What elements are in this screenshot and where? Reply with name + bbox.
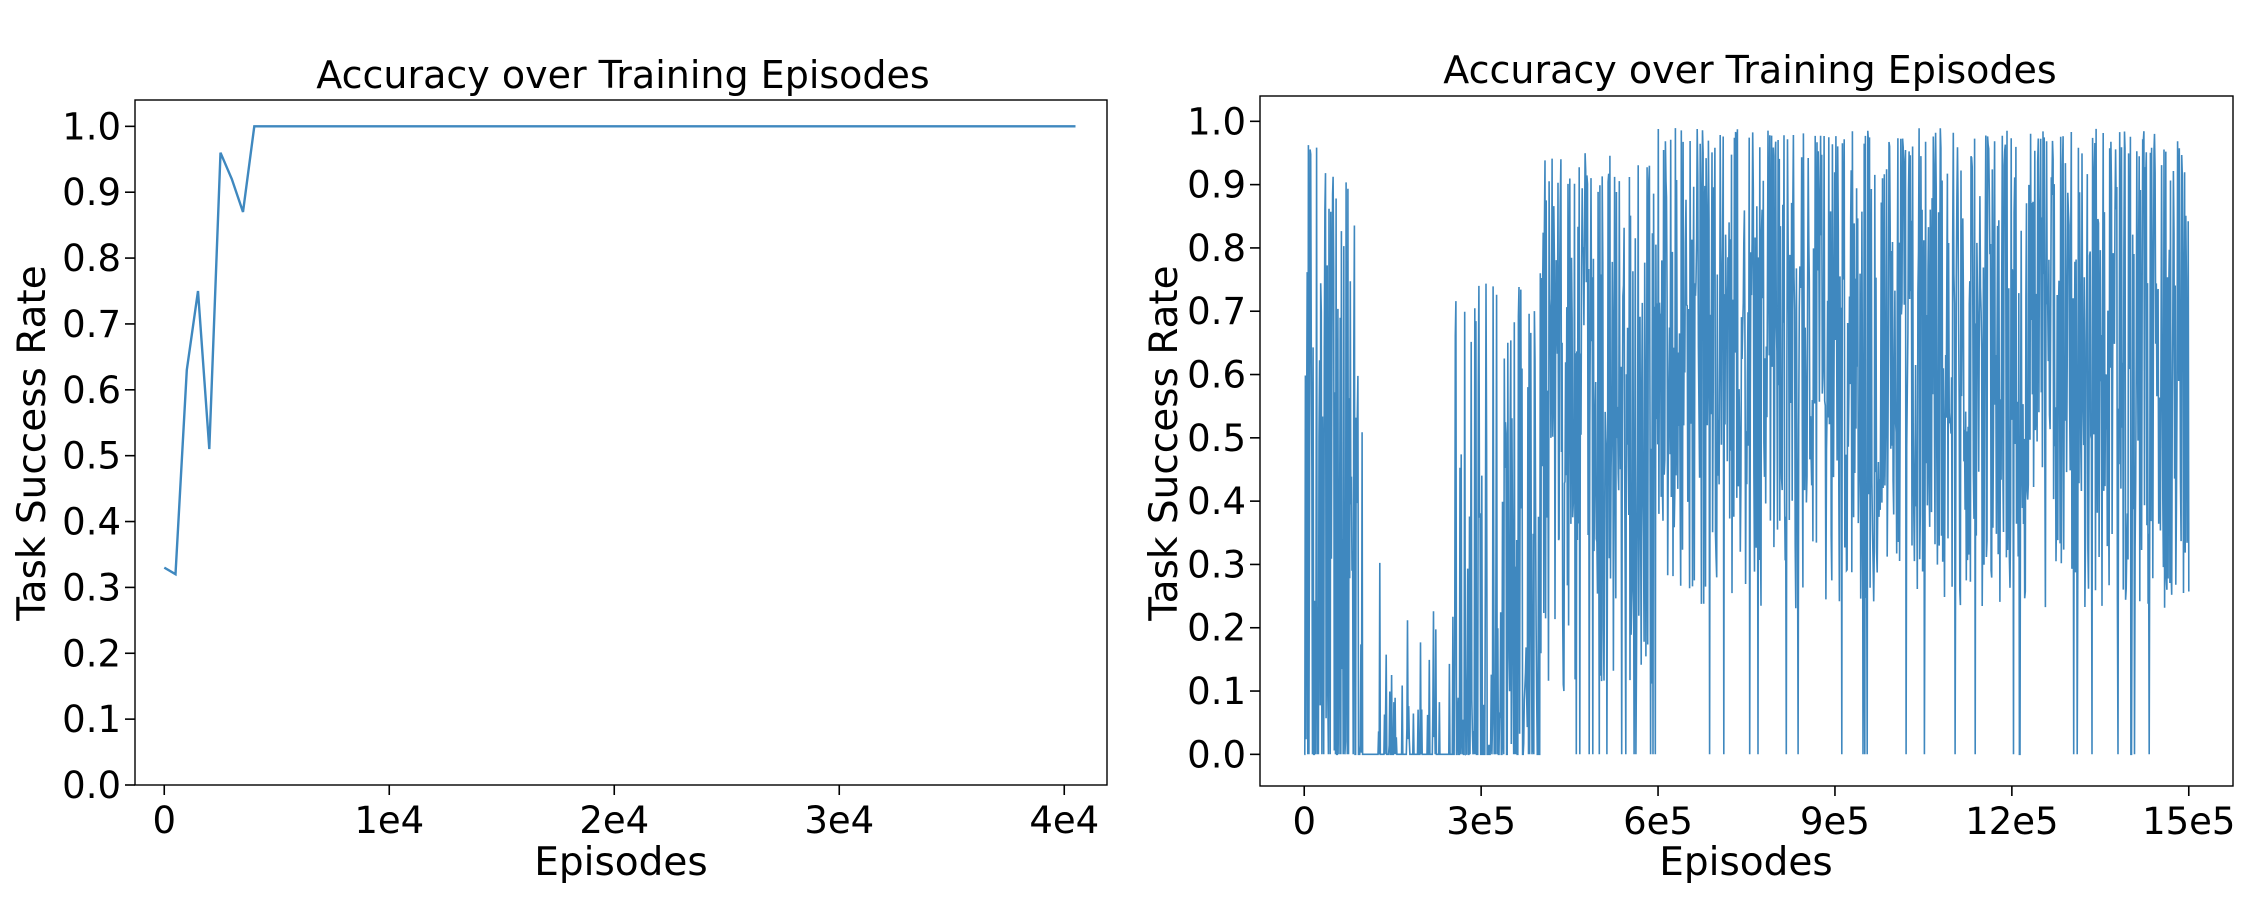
y-tick-label: 0.8 — [62, 237, 121, 280]
y-tick-label: 0.2 — [1187, 607, 1246, 650]
x-tick-label: 2e4 — [579, 799, 649, 842]
y-tick-label: 0.4 — [1187, 480, 1246, 523]
y-tick-label: 0.3 — [62, 566, 121, 609]
chart-right-xlabel: Episodes — [1659, 840, 1832, 885]
chart-left-title: Accuracy over Training Episodes — [316, 53, 929, 97]
y-tick-label: 0.0 — [62, 764, 121, 807]
x-tick-label: 9e5 — [1800, 800, 1870, 843]
y-tick-label: 0.1 — [1187, 670, 1246, 713]
chart-left-plot-area — [134, 99, 1108, 786]
chart-right-xticks: 0 3e5 6e5 9e5 12e5 15e5 — [1292, 786, 2235, 843]
y-tick-label: 0.4 — [62, 501, 121, 544]
y-tick-label: 0.5 — [62, 435, 121, 478]
x-tick-label: 3e4 — [804, 799, 874, 842]
y-tick-label: 1.0 — [62, 105, 121, 148]
x-tick-label: 6e5 — [1623, 800, 1693, 843]
chart-right-plot-area — [1259, 95, 2234, 787]
chart-right-title: Accuracy over Training Episodes — [1443, 48, 2056, 92]
chart-left-series-line — [163, 125, 1076, 577]
y-tick-label: 0.0 — [1187, 733, 1246, 776]
chart-left-yticks: 0.0 0.1 0.2 0.3 0.4 0.5 0.6 0.7 0.8 0.9 1.0 — [62, 105, 135, 807]
y-tick-label: 0.8 — [1187, 227, 1246, 270]
chart-right-yticks: 0.0 0.1 0.2 0.3 0.4 0.5 0.6 0.7 0.8 0.9 1.0 — [1187, 100, 1260, 776]
chart-left-xlabel: Episodes — [534, 840, 707, 885]
chart-right: Accuracy over Training Episodes Episodes… — [1142, 48, 2235, 885]
y-tick-label: 0.5 — [1187, 417, 1246, 460]
y-tick-label: 0.3 — [1187, 543, 1246, 586]
y-tick-label: 0.6 — [62, 369, 121, 412]
y-tick-label: 0.2 — [62, 632, 121, 675]
y-tick-label: 0.7 — [62, 303, 121, 346]
chart-left-ylabel: Task Success Rate — [10, 265, 55, 621]
y-tick-label: 0.1 — [62, 698, 121, 741]
x-tick-label: 0 — [152, 799, 176, 842]
y-tick-label: 1.0 — [1187, 100, 1246, 143]
x-tick-label: 0 — [1292, 800, 1316, 843]
chart-left-xticks: 0 1e4 2e4 3e4 4e4 — [152, 785, 1099, 842]
y-tick-label: 0.9 — [1187, 164, 1246, 207]
y-tick-label: 0.7 — [1187, 290, 1246, 333]
chart-right-series-line — [1304, 128, 2190, 756]
chart-left: Accuracy over Training Episodes Episodes… — [10, 53, 1108, 885]
x-tick-label: 15e5 — [2142, 800, 2235, 843]
y-tick-label: 0.6 — [1187, 354, 1246, 397]
x-tick-label: 1e4 — [354, 799, 424, 842]
y-tick-label: 0.9 — [62, 171, 121, 214]
x-tick-label: 3e5 — [1446, 800, 1516, 843]
x-tick-label: 12e5 — [1965, 800, 2058, 843]
x-tick-label: 4e4 — [1029, 799, 1099, 842]
chart-right-ylabel: Task Success Rate — [1142, 265, 1187, 621]
